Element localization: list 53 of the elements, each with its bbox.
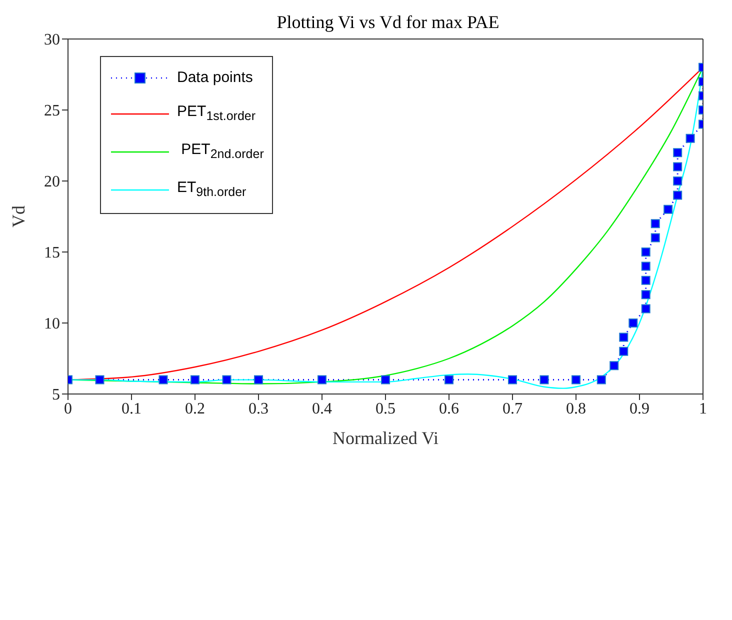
point xyxy=(381,375,390,384)
legend-label: Data points xyxy=(177,68,253,88)
legend-label: ET$_{9th.order}$ xyxy=(177,178,246,201)
point xyxy=(619,346,628,356)
legend-label: PET$_{1st.order}$ xyxy=(177,102,256,125)
point xyxy=(641,304,650,314)
point xyxy=(508,375,517,384)
point xyxy=(673,148,682,158)
point xyxy=(650,233,660,242)
y-tick-label: 25 xyxy=(44,102,60,120)
legend-label: PET$_{2nd.order}$ xyxy=(180,140,264,163)
point xyxy=(650,219,660,228)
x-tick-label: 0 xyxy=(64,400,72,418)
x-tick-label: 0.9 xyxy=(630,400,650,418)
y-tick-label: 15 xyxy=(44,244,60,262)
point xyxy=(686,134,695,143)
point xyxy=(673,190,682,200)
chart-title: Plotting Vi vs Vd for max PAE xyxy=(276,12,500,33)
point xyxy=(222,375,232,384)
point xyxy=(641,248,650,256)
x-tick-label: 0.6 xyxy=(439,400,459,418)
point xyxy=(572,375,580,384)
point xyxy=(190,375,200,384)
point xyxy=(610,361,619,370)
point xyxy=(540,375,549,384)
y-axis-title: Vd xyxy=(8,206,28,228)
x-tick-label: 0.7 xyxy=(502,400,522,418)
point xyxy=(318,375,326,384)
x-tick-label: 1 xyxy=(699,400,707,418)
point xyxy=(673,162,682,172)
y-tick-label: 30 xyxy=(44,32,60,49)
point xyxy=(619,332,628,342)
y-tick-label: 10 xyxy=(44,316,60,333)
y-tick-label: 20 xyxy=(44,174,60,191)
x-axis-title: Normalized Vi xyxy=(332,428,439,448)
x-tick-label: 0.1 xyxy=(122,400,142,418)
point xyxy=(444,375,454,384)
point xyxy=(641,290,650,300)
point xyxy=(673,176,682,186)
point xyxy=(158,375,168,384)
point xyxy=(641,262,650,271)
point xyxy=(664,204,673,214)
x-tick-label: 0.3 xyxy=(248,400,268,418)
x-tick-label: 0.2 xyxy=(185,400,205,418)
point xyxy=(641,276,650,285)
point xyxy=(95,375,104,384)
x-tick-label: 0.8 xyxy=(566,400,586,418)
point xyxy=(596,375,606,384)
point xyxy=(254,375,263,384)
y-tick-label: 5 xyxy=(52,386,60,404)
x-tick-label: 0.5 xyxy=(376,400,396,418)
point xyxy=(628,318,638,328)
x-tick-label: 0.4 xyxy=(312,400,332,418)
